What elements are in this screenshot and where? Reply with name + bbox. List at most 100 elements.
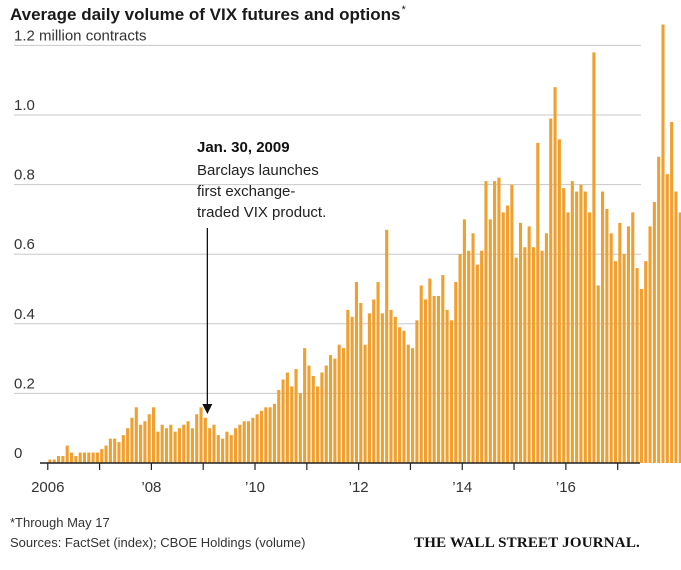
bar — [652, 202, 656, 463]
bar-series — [48, 24, 681, 464]
bar — [583, 191, 587, 463]
x-tick-label: ’14 — [452, 479, 472, 496]
bar — [674, 191, 678, 463]
bar — [164, 428, 169, 463]
bar — [333, 358, 337, 463]
bar — [449, 320, 453, 463]
footnote: *Through May 17 — [10, 515, 110, 530]
x-tick-label: ’10 — [245, 479, 265, 496]
bar — [454, 282, 458, 463]
bar — [186, 421, 190, 463]
annotation: Jan. 30, 2009 Barclays launches first ex… — [197, 139, 326, 414]
bar — [398, 327, 402, 463]
bar — [406, 344, 410, 463]
bar — [134, 407, 138, 463]
bar — [277, 389, 281, 463]
x-tick-label: ’16 — [556, 479, 576, 496]
bar — [91, 452, 95, 463]
bar — [462, 219, 466, 463]
bar — [553, 87, 557, 463]
bar — [423, 299, 428, 463]
bar — [570, 181, 574, 463]
bar — [294, 369, 298, 463]
bar — [65, 445, 69, 463]
bar — [562, 188, 566, 463]
x-tick-label: ’08 — [141, 479, 161, 496]
bar — [389, 309, 393, 463]
bar — [566, 212, 570, 463]
bar — [69, 452, 74, 463]
bar — [363, 344, 367, 463]
bar — [501, 212, 505, 463]
annotation-line-1: Barclays launches — [197, 162, 319, 179]
bar — [475, 264, 479, 463]
bar — [372, 299, 376, 463]
bar — [631, 212, 635, 463]
bar — [445, 309, 449, 463]
bar — [216, 435, 220, 463]
bar — [169, 424, 173, 463]
bar — [354, 282, 359, 463]
bar — [285, 372, 289, 463]
bar — [225, 431, 229, 463]
bar — [506, 205, 510, 464]
bar — [147, 414, 151, 463]
bar — [341, 348, 346, 463]
bar — [678, 212, 681, 463]
bar — [639, 289, 643, 463]
chart-title: Average daily volume of VIX futures and … — [10, 5, 400, 24]
bar — [121, 435, 125, 463]
bar — [130, 417, 134, 463]
bar — [324, 365, 328, 463]
bar — [329, 355, 333, 463]
bar — [441, 275, 445, 463]
x-axis-ticks: 2006 ’08 ’10 ’12 ’14 ’16 — [31, 463, 619, 496]
bar — [100, 449, 104, 463]
y-tick-label: 0.2 — [14, 375, 35, 392]
bar — [104, 445, 108, 463]
bar — [493, 181, 497, 463]
bar — [402, 330, 406, 463]
bar — [251, 417, 255, 463]
bar — [480, 250, 484, 463]
bar — [458, 254, 462, 463]
bar — [303, 348, 307, 463]
bar — [320, 372, 324, 463]
bar — [108, 438, 112, 463]
bar — [87, 452, 91, 463]
bar — [298, 393, 302, 463]
bar — [665, 174, 669, 463]
bar — [536, 142, 540, 463]
bar — [242, 421, 246, 463]
bar — [143, 421, 147, 463]
y-tick-label: 0 — [14, 445, 22, 462]
bar — [48, 459, 52, 463]
bar — [229, 435, 233, 463]
bar — [497, 177, 501, 463]
bar — [467, 250, 471, 463]
bar — [359, 302, 363, 463]
bar — [436, 295, 441, 463]
bar — [177, 428, 182, 463]
bar — [156, 431, 160, 463]
bar — [531, 247, 536, 463]
bar — [635, 268, 639, 463]
bar — [661, 24, 665, 464]
bar — [259, 410, 264, 463]
sources: Sources: FactSet (index); CBOE Holdings … — [10, 535, 306, 550]
bar — [113, 438, 117, 463]
bar — [195, 414, 199, 463]
bar — [380, 313, 384, 463]
bar — [376, 282, 380, 463]
bar — [255, 414, 259, 463]
bar — [160, 424, 164, 463]
bar — [268, 407, 272, 463]
y-tick-label: 0.8 — [14, 167, 35, 184]
bar — [151, 407, 156, 463]
bar — [272, 403, 276, 463]
x-tick-label: ’12 — [349, 479, 369, 496]
bar — [221, 438, 225, 463]
y-tick-label: 1.2 million contracts — [14, 27, 147, 44]
bar — [540, 250, 544, 463]
